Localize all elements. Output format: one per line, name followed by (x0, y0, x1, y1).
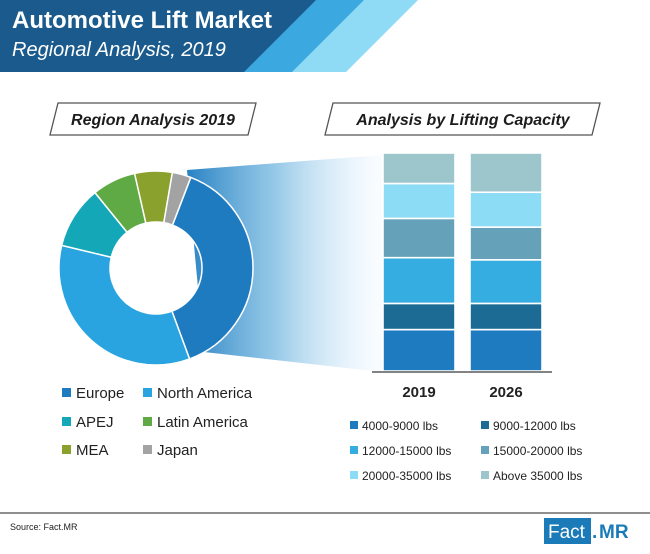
factmr-logo: Fact . MR (544, 518, 629, 544)
legend-label-above-35000-lbs: Above 35000 lbs (493, 469, 582, 483)
region-donut-chart (58, 170, 254, 366)
legend-label-latin-america: Latin America (157, 414, 249, 431)
legend-label-9000-12000-lbs: 9000-12000 lbs (493, 419, 576, 433)
legend-swatch-latin-america (143, 417, 152, 426)
logo-text-fact: Fact (548, 522, 586, 543)
legend-label-apej: APEJ (76, 414, 114, 431)
legend-swatch-mea (62, 445, 71, 454)
page-title: Automotive Lift Market (12, 7, 272, 34)
capacity-chart-title-box: Analysis by Lifting Capacity (324, 102, 601, 136)
legend-swatch-apej (62, 417, 71, 426)
legend-swatch-above-35000-lbs (481, 471, 489, 479)
legend-swatch-north-america (143, 388, 152, 397)
page-subtitle: Regional Analysis, 2019 (12, 39, 226, 61)
donut-slice-japan (162, 171, 192, 227)
bar-segment-2019-9000-12000-lbs (382, 302, 456, 331)
bar-segment-2026-above-35000-lbs (469, 152, 543, 194)
header-banner: Automotive Lift Market Regional Analysis… (0, 0, 418, 72)
legend-label-15000-20000-lbs: 15000-20000 lbs (493, 444, 582, 458)
logo-box (544, 518, 591, 544)
donut-slice-north-america (58, 244, 191, 366)
legend-swatch-12000-15000-lbs (350, 446, 358, 454)
logo-text-mr: MR (599, 522, 629, 543)
legend-swatch-9000-12000-lbs (481, 421, 489, 429)
logo-text-dot: . (592, 522, 597, 543)
legend-swatch-15000-20000-lbs (481, 446, 489, 454)
source-text: Source: Fact.MR (10, 522, 78, 532)
x-tick-label-2026: 2026 (489, 384, 522, 401)
legend-swatch-20000-35000-lbs (350, 471, 358, 479)
legend-swatch-4000-9000-lbs (350, 421, 358, 429)
header-background (0, 0, 316, 72)
bar-segment-2026-9000-12000-lbs (469, 302, 543, 331)
legend-label-12000-15000-lbs: 12000-15000 lbs (362, 444, 451, 458)
bar-segment-2019-above-35000-lbs (382, 152, 456, 185)
legend-label-20000-35000-lbs: 20000-35000 lbs (362, 469, 451, 483)
bar-segment-2019-12000-15000-lbs (382, 256, 456, 305)
legend-swatch-europe (62, 388, 71, 397)
legend-label-4000-9000-lbs: 4000-9000 lbs (362, 419, 438, 433)
capacity-stacked-bar-chart (382, 152, 543, 372)
legend-swatch-japan (143, 445, 152, 454)
bar-segment-2026-15000-20000-lbs (469, 226, 543, 261)
bar-segment-2026-12000-15000-lbs (469, 259, 543, 305)
legend-label-europe: Europe (76, 385, 124, 402)
legend-label-japan: Japan (157, 442, 198, 459)
region-chart-title-box: Region Analysis 2019 (49, 102, 257, 136)
capacity-legend: 4000-9000 lbs 9000-12000 lbs 12000-15000 l… (350, 419, 582, 483)
bar-segment-2026-20000-35000-lbs (469, 191, 543, 228)
bar-segment-2019-4000-9000-lbs (382, 328, 456, 372)
region-legend: Europe North America APEJ Latin America MEA J… (62, 385, 253, 459)
bar-segment-2019-15000-20000-lbs (382, 217, 456, 259)
capacity-chart-title: Analysis by Lifting Capacity (355, 112, 570, 129)
legend-label-north-america: North America (157, 385, 253, 402)
donut-slice-europe (170, 176, 254, 360)
bar-segment-2026-4000-9000-lbs (469, 328, 543, 372)
legend-label-mea: MEA (76, 442, 109, 459)
x-tick-label-2019: 2019 (402, 384, 435, 401)
region-chart-title: Region Analysis 2019 (71, 112, 235, 129)
bar-segment-2019-20000-35000-lbs (382, 182, 456, 220)
